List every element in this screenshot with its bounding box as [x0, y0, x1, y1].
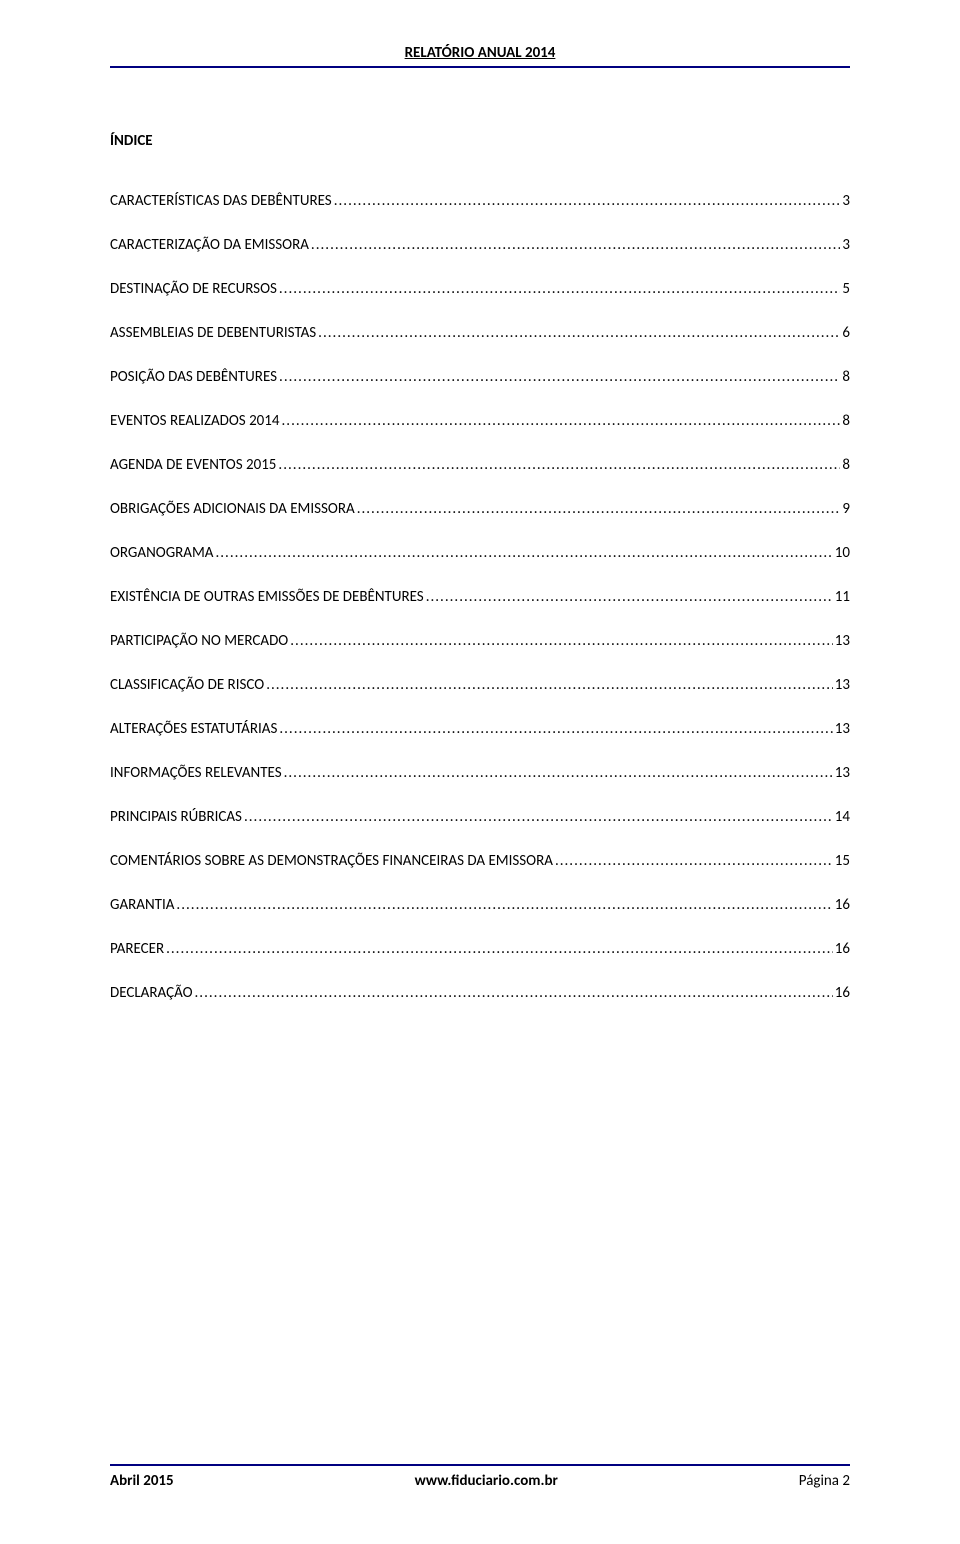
toc-label: PRINCIPAIS RÚBRICAS	[110, 808, 242, 826]
toc-page-number: 3	[842, 192, 850, 210]
toc-item: EXISTÊNCIA DE OUTRAS EMISSÕES DE DEBÊNTU…	[110, 588, 850, 606]
toc-page-number: 13	[835, 676, 850, 694]
toc-item: ORGANOGRAMA 10	[110, 544, 850, 562]
toc-page-number: 6	[842, 324, 850, 342]
toc-leader	[279, 280, 841, 298]
toc-leader	[334, 192, 841, 210]
toc-label: INFORMAÇÕES RELEVANTES	[110, 764, 282, 782]
toc-heading: ÍNDICE	[110, 132, 850, 150]
toc-label: DESTINAÇÃO DE RECURSOS	[110, 280, 277, 298]
toc-leader	[282, 412, 841, 430]
document-header-title: RELATÓRIO ANUAL 2014	[110, 44, 850, 62]
footer-rule	[110, 1464, 850, 1466]
toc-page-number: 13	[835, 632, 850, 650]
toc-leader	[215, 544, 832, 562]
toc-page-number: 3	[842, 236, 850, 254]
toc-item: PRINCIPAIS RÚBRICAS 14	[110, 808, 850, 826]
toc-leader	[311, 236, 840, 254]
toc-page-number: 8	[842, 368, 850, 386]
toc-label: ALTERAÇÕES ESTATUTÁRIAS	[110, 720, 277, 738]
page-container: RELATÓRIO ANUAL 2014 ÍNDICE CARACTERÍSTI…	[0, 0, 960, 1544]
toc-label: GARANTIA	[110, 896, 174, 914]
toc-item: AGENDA DE EVENTOS 2015 8	[110, 456, 850, 474]
toc-page-number: 14	[835, 808, 850, 826]
toc-page-number: 16	[835, 896, 850, 914]
toc-label: CLASSIFICAÇÃO DE RISCO	[110, 676, 264, 694]
page-footer: Abril 2015 www.fiduciario.com.br Página …	[110, 1464, 850, 1490]
toc-leader	[278, 456, 840, 474]
toc-label: COMENTÁRIOS SOBRE AS DEMONSTRAÇÕES FINAN…	[110, 852, 553, 870]
toc-leader	[195, 984, 833, 1002]
toc-leader	[318, 324, 840, 342]
toc-label: POSIÇÃO DAS DEBÊNTURES	[110, 368, 277, 386]
toc-page-number: 10	[835, 544, 850, 562]
toc-leader	[284, 764, 833, 782]
toc-leader	[279, 720, 832, 738]
toc-item: ALTERAÇÕES ESTATUTÁRIAS 13	[110, 720, 850, 738]
toc-label: CARACTERÍSTICAS DAS DEBÊNTURES	[110, 192, 332, 210]
toc-page-number: 8	[842, 412, 850, 430]
toc-label: OBRIGAÇÕES ADICIONAIS DA EMISSORA	[110, 500, 355, 518]
toc-item: ASSEMBLEIAS DE DEBENTURISTAS 6	[110, 324, 850, 342]
toc-item: DESTINAÇÃO DE RECURSOS 5	[110, 280, 850, 298]
header-rule	[110, 66, 850, 68]
toc-page-number: 9	[842, 500, 850, 518]
toc-label: AGENDA DE EVENTOS 2015	[110, 456, 276, 474]
toc-leader	[166, 940, 833, 958]
toc-item: PARECER 16	[110, 940, 850, 958]
toc-label: ORGANOGRAMA	[110, 544, 213, 562]
toc-item: CARACTERÍSTICAS DAS DEBÊNTURES 3	[110, 192, 850, 210]
toc-leader	[290, 632, 833, 650]
toc-page-number: 8	[842, 456, 850, 474]
toc-page-number: 5	[842, 280, 850, 298]
footer-page-number: Página 2	[799, 1472, 850, 1490]
toc-page-number: 15	[835, 852, 850, 870]
toc-leader	[279, 368, 840, 386]
toc-item: COMENTÁRIOS SOBRE AS DEMONSTRAÇÕES FINAN…	[110, 852, 850, 870]
toc-item: POSIÇÃO DAS DEBÊNTURES 8	[110, 368, 850, 386]
toc-item: PARTICIPAÇÃO NO MERCADO 13	[110, 632, 850, 650]
toc-leader	[426, 588, 833, 606]
toc-label: EXISTÊNCIA DE OUTRAS EMISSÕES DE DEBÊNTU…	[110, 588, 424, 606]
toc-label: EVENTOS REALIZADOS 2014	[110, 412, 280, 430]
footer-row: Abril 2015 www.fiduciario.com.br Página …	[110, 1472, 850, 1490]
toc-leader	[176, 896, 832, 914]
toc-item: CLASSIFICAÇÃO DE RISCO 13	[110, 676, 850, 694]
toc-page-number: 13	[835, 720, 850, 738]
toc-item: GARANTIA 16	[110, 896, 850, 914]
toc-label: DECLARAÇÃO	[110, 984, 193, 1002]
toc-page-number: 16	[835, 940, 850, 958]
table-of-contents: CARACTERÍSTICAS DAS DEBÊNTURES 3 CARACTER…	[110, 192, 850, 1002]
toc-page-number: 16	[835, 984, 850, 1002]
toc-leader	[555, 852, 833, 870]
toc-item: OBRIGAÇÕES ADICIONAIS DA EMISSORA 9	[110, 500, 850, 518]
toc-leader	[266, 676, 833, 694]
footer-url: www.fiduciario.com.br	[415, 1472, 558, 1490]
toc-leader	[357, 500, 841, 518]
footer-date: Abril 2015	[110, 1472, 174, 1490]
toc-page-number: 11	[835, 588, 850, 606]
toc-label: ASSEMBLEIAS DE DEBENTURISTAS	[110, 324, 316, 342]
toc-item: CARACTERIZAÇÃO DA EMISSORA 3	[110, 236, 850, 254]
toc-item: DECLARAÇÃO 16	[110, 984, 850, 1002]
toc-item: EVENTOS REALIZADOS 2014 8	[110, 412, 850, 430]
toc-label: PARECER	[110, 940, 164, 958]
toc-leader	[244, 808, 833, 826]
toc-item: INFORMAÇÕES RELEVANTES 13	[110, 764, 850, 782]
toc-label: PARTICIPAÇÃO NO MERCADO	[110, 632, 288, 650]
toc-label: CARACTERIZAÇÃO DA EMISSORA	[110, 236, 309, 254]
toc-page-number: 13	[835, 764, 850, 782]
